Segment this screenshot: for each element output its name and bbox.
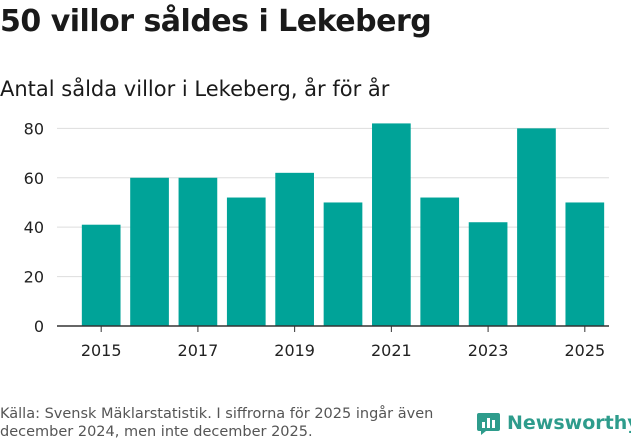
bars — [81, 123, 605, 326]
y-tick-label: 60 — [24, 169, 44, 188]
x-axis-ticks: 2015 2017 2019 2021 2023 2025 — [81, 326, 605, 360]
brand-name: Newsworthy — [507, 412, 631, 434]
x-tick-label: 2021 — [371, 341, 412, 360]
chart-title: 50 villor såldes i Lekeberg — [0, 4, 432, 39]
chart-subtitle: Antal sålda villor i Lekeberg, år för år — [0, 77, 390, 101]
bar-2018 — [226, 197, 266, 326]
bar-2023 — [468, 222, 508, 326]
x-tick-label: 2025 — [564, 341, 605, 360]
bar-2020 — [323, 202, 363, 326]
y-tick-label: 40 — [24, 218, 44, 237]
y-tick-label: 80 — [24, 119, 44, 138]
bar-2015 — [81, 224, 121, 326]
x-tick-label: 2017 — [178, 341, 219, 360]
newsworthy-logo-icon — [477, 412, 500, 435]
bar-2019 — [275, 172, 314, 326]
brand-logo[interactable]: Newsworthy — [476, 409, 631, 437]
bar-2016 — [130, 177, 169, 326]
bar-chart: 0 20 40 60 80 2015 2017 2019 2021 2023 2025 — [24, 119, 609, 360]
bar-2024 — [517, 128, 556, 326]
bar-2025 — [565, 202, 605, 326]
x-tick-label: 2015 — [81, 341, 122, 360]
x-tick-label: 2019 — [274, 341, 315, 360]
y-tick-label: 20 — [24, 268, 44, 287]
bar-2021 — [372, 123, 411, 326]
y-axis-ticks: 0 20 40 60 80 — [24, 119, 44, 336]
bar-2022 — [420, 197, 460, 326]
source-note: Källa: Svensk Mäklarstatistik. I siffror… — [0, 406, 434, 440]
x-tick-label: 2023 — [468, 341, 509, 360]
bar-2017 — [178, 177, 218, 326]
y-tick-label: 0 — [34, 317, 44, 336]
